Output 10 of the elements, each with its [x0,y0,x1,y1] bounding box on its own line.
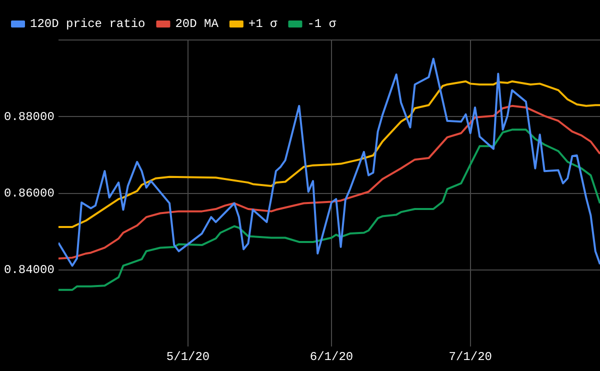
legend-label: -1 σ [307,17,337,32]
x-tick-label: 5/1/20 [166,350,210,364]
legend-label: 120D price ratio [30,17,146,32]
x-tick-label: 7/1/20 [448,350,492,364]
y-tick-label: 0.86000 [4,186,54,200]
x-tick-label: 6/1/20 [310,350,354,364]
legend-label: +1 σ [248,17,278,32]
legend-label: 20D MA [175,17,220,32]
y-tick-label: 0.88000 [4,110,54,124]
y-tick-label: 0.84000 [4,263,54,278]
